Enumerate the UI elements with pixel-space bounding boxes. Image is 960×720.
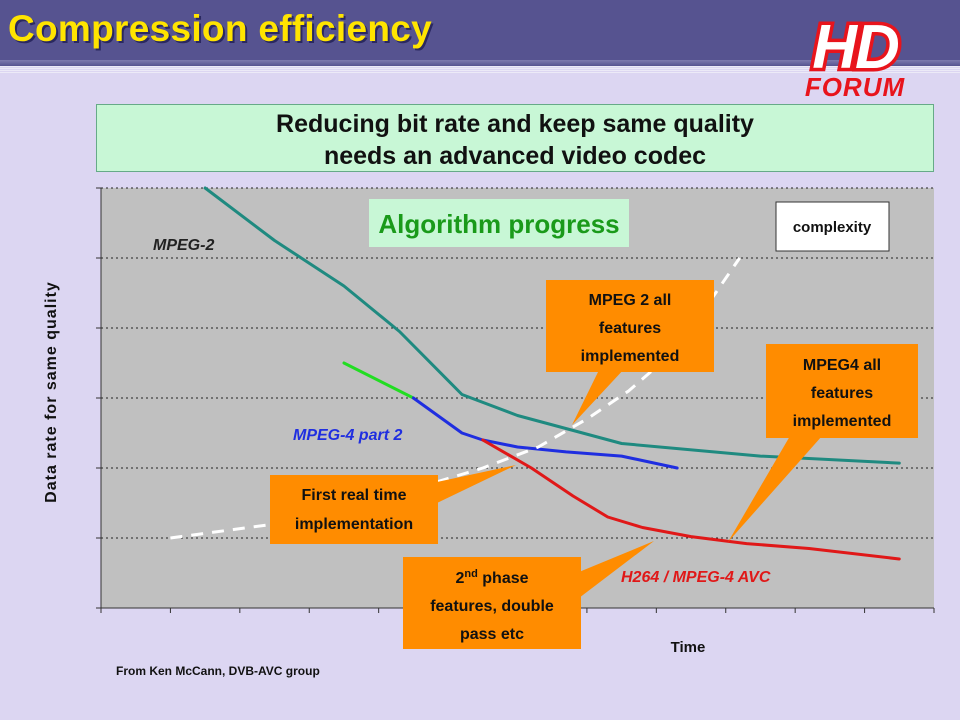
callout-mpeg2-line-3: implemented: [581, 348, 680, 365]
logo-forum-text: FORUM: [805, 72, 906, 102]
grid-lines: [101, 187, 934, 539]
callout-mpeg2-box: [546, 280, 714, 372]
source-note: From Ken McCann, DVB-AVC group: [116, 664, 320, 678]
title-underline-stripes: [0, 66, 960, 74]
headline-line-1: Reducing bit rate and keep same quality: [276, 110, 754, 138]
callout-mpeg2-line-1: MPEG 2 all: [589, 292, 672, 309]
callout-mpeg2-pointer: [572, 368, 625, 425]
callout-first-realtime-line-2: implementation: [295, 516, 413, 533]
mpeg2-series-label: MPEG-2: [153, 237, 214, 254]
headline-line-2: needs an advanced video codec: [323, 142, 707, 170]
logo-hd-text: HD: [812, 13, 899, 82]
series-line-transition-1: [342, 361, 415, 400]
algorithm-progress-text: Algorithm progress: [378, 209, 619, 239]
h264-series-label: H264 / MPEG-4 AVC: [621, 569, 771, 586]
x-axis-label: Time: [671, 639, 706, 656]
callout-first-realtime-line-1: First real time: [302, 487, 407, 504]
callout-mpeg4-box: [766, 344, 918, 438]
callout-mpeg4-line-1: MPEG4 all: [803, 357, 881, 374]
complexity-label-box: [775, 201, 890, 252]
callout-mpeg4-line-3: implemented: [793, 413, 892, 430]
algorithm-progress-banner: [369, 199, 629, 247]
mpeg4-part2-series-label: MPEG-4 part 2: [293, 427, 402, 444]
hd-forum-logo: HD FORUM: [805, 12, 906, 102]
callout-mpeg4-line-2: features: [811, 385, 873, 402]
title-bar: [0, 0, 960, 66]
complexity-label: complexity: [793, 219, 872, 236]
slide-title: Compression efficiency: [8, 8, 433, 49]
callout-first-realtime-box: [270, 475, 438, 544]
callout-second-phase-line-2: features, double: [430, 598, 554, 615]
callout-second-phase-line-1: 2nd phase: [455, 568, 528, 587]
callout-second-phase-pointer: [579, 541, 654, 598]
y-axis-label: Data rate for same quality: [43, 281, 60, 503]
callout-mpeg2-line-2: features: [599, 320, 661, 337]
headline-box: Reducing bit rate and keep same quality …: [96, 104, 934, 172]
series-line-mpeg-4-part-2: [411, 396, 679, 470]
series-line-mpeg-2: [203, 186, 901, 465]
series-line-h264-mpeg-4-avc: [481, 438, 901, 561]
callout-first-realtime-pointer: [437, 465, 516, 503]
callout-second-phase-line-3: pass etc: [460, 626, 524, 643]
callout-mpeg4-pointer: [728, 436, 822, 542]
callout-second-phase-box: [403, 557, 581, 649]
title-bar-shade: [0, 60, 960, 66]
